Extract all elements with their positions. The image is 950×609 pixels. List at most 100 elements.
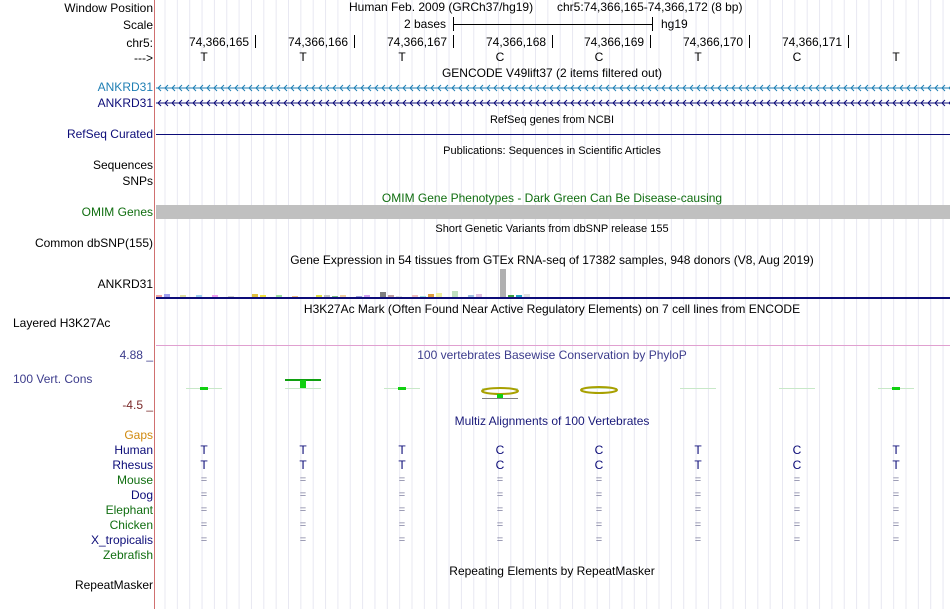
species-label[interactable]: Elephant [105, 503, 153, 517]
strand-chevron [941, 84, 946, 92]
strand-chevron [192, 84, 197, 92]
repeatmasker-label[interactable]: RepeatMasker [74, 578, 153, 592]
gtex-tissue-bar[interactable] [468, 295, 474, 297]
gtex-tissue-bar[interactable] [388, 295, 394, 297]
alignment-gap-symbol: = [200, 534, 208, 546]
gtex-tissue-bar[interactable] [356, 296, 362, 297]
coordinate-tick [354, 35, 355, 48]
strand-chevron [766, 84, 771, 92]
phylop-score-bar[interactable] [892, 387, 900, 390]
strand-chevron [766, 99, 771, 107]
strand-chevron [178, 84, 183, 92]
strand-chevron [570, 99, 575, 107]
strand-chevron [339, 84, 344, 92]
strand-chevron [234, 99, 239, 107]
gtex-tissue-bar[interactable] [324, 295, 330, 297]
strand-chevron [248, 99, 253, 107]
gtex-tissue-bar[interactable] [196, 295, 202, 297]
gencode-item-1-gene[interactable] [156, 82, 950, 94]
phylop-track-title[interactable]: 100 vertebrates Basewise Conservation by… [417, 348, 687, 362]
strand-chevron [654, 84, 659, 92]
gtex-track-title[interactable]: Gene Expression in 54 tissues from GTEx … [290, 253, 814, 267]
coordinate-label: 74,366,168 [486, 35, 547, 49]
repeatmasker-track-title[interactable]: Repeating Elements by RepeatMasker [449, 564, 655, 578]
gtex-tissue-bar[interactable] [316, 295, 322, 297]
gtex-tissue-bar[interactable] [508, 295, 514, 297]
gencode-item-2-gene[interactable] [156, 97, 950, 109]
species-label[interactable]: Human [114, 443, 153, 457]
gtex-tissue-bar[interactable] [380, 292, 386, 297]
gtex-tissue-bar[interactable] [420, 296, 426, 297]
gtex-tissue-bar[interactable] [292, 296, 298, 297]
gtex-tissue-bar[interactable] [364, 295, 370, 297]
gtex-tissue-bar[interactable] [260, 295, 266, 297]
strand-chevron [325, 84, 330, 92]
species-label[interactable]: Mouse [116, 473, 153, 487]
gtex-tissue-bar[interactable] [436, 293, 442, 297]
sequences-label[interactable]: Sequences [92, 158, 153, 172]
gtex-tissue-bar[interactable] [180, 295, 186, 297]
gtex-tissue-bar[interactable] [476, 294, 482, 297]
gtex-tissue-bar[interactable] [500, 269, 506, 297]
gtex-tissue-bar[interactable] [228, 296, 234, 297]
phylop-label[interactable]: 100 Vert. Cons [13, 372, 93, 386]
omim-label[interactable]: OMIM Genes [81, 205, 153, 219]
strand-chevron [458, 99, 463, 107]
h3k27ac-label[interactable]: Layered H3K27Ac [13, 316, 111, 330]
omim-feature-bar[interactable] [156, 205, 950, 219]
gtex-expression-bars[interactable] [156, 268, 536, 298]
phylop-signal[interactable] [156, 370, 950, 406]
phylop-score-bar[interactable] [300, 380, 306, 388]
gtex-tissue-bar[interactable] [428, 294, 434, 297]
strand-chevron [556, 84, 561, 92]
species-label[interactable]: Rhesus [112, 458, 153, 472]
gencode-item-2-label[interactable]: ANKRD31 [97, 96, 153, 110]
gtex-tissue-bar[interactable] [164, 294, 170, 297]
strand-chevron [815, 84, 820, 92]
gtex-tissue-bar[interactable] [524, 294, 530, 297]
strand-chevron [899, 84, 904, 92]
gtex-tissue-bar[interactable] [252, 294, 258, 297]
publications-track-title[interactable]: Publications: Sequences in Scientific Ar… [443, 145, 661, 157]
omim-track-title[interactable]: OMIM Gene Phenotypes - Dark Green Can Be… [381, 191, 723, 205]
gtex-tissue-bar[interactable] [276, 295, 282, 297]
phylop-baseline-segment[interactable] [779, 388, 815, 389]
phylop-score-bar[interactable] [398, 387, 406, 390]
species-label[interactable]: X_tropicalis [90, 533, 153, 547]
phylop-baseline-segment[interactable] [680, 388, 716, 389]
refseq-track-title[interactable]: RefSeq genes from NCBI [489, 114, 615, 126]
dbsnp-label[interactable]: Common dbSNP(155) [34, 236, 153, 250]
strand-chevron [549, 84, 554, 92]
refseq-gene-line[interactable] [156, 134, 950, 135]
position-text[interactable]: chr5:74,366,165-74,366,172 (8 bp) [557, 0, 743, 14]
gtex-label[interactable]: ANKRD31 [97, 277, 153, 291]
species-label[interactable]: Chicken [109, 518, 153, 532]
gtex-tissue-bar[interactable] [412, 295, 418, 297]
alignment-gap-symbol: = [793, 534, 801, 546]
h3k27ac-track-title[interactable]: H3K27Ac Mark (Often Found Near Active Re… [303, 302, 801, 316]
phylop-baseline-segment[interactable] [581, 388, 617, 389]
phylop-baseline-segment[interactable] [285, 388, 321, 389]
gtex-tissue-bar[interactable] [212, 295, 218, 297]
gencode-item-1-label[interactable]: ANKRD31 [97, 80, 153, 94]
strand-chevron [353, 99, 358, 107]
gtex-tissue-bar[interactable] [340, 295, 346, 297]
gtex-tissue-bar[interactable] [332, 296, 338, 297]
strand-chevron [885, 99, 890, 107]
phylop-score-bar[interactable] [497, 394, 503, 398]
strand-chevron [941, 99, 946, 107]
gtex-tissue-bar[interactable] [156, 295, 162, 297]
phylop-score-bar[interactable] [200, 387, 208, 390]
multiz-track-title[interactable]: Multiz Alignments of 100 Vertebrates [454, 414, 650, 428]
gencode-track-title[interactable]: GENCODE V49lift37 (2 items filtered out) [441, 66, 663, 80]
gtex-tissue-bar[interactable] [516, 295, 522, 297]
gtex-tissue-bar[interactable] [396, 296, 402, 297]
species-label[interactable]: Zebrafish [102, 548, 153, 562]
dbsnp-track-title[interactable]: Short Genetic Variants from dbSNP releas… [435, 223, 669, 235]
gtex-tissue-bar[interactable] [452, 291, 458, 297]
snps-label[interactable]: SNPs [122, 174, 153, 188]
phylop-negative-line[interactable] [482, 398, 518, 399]
species-label[interactable]: Dog [130, 488, 153, 502]
strand-chevron [934, 99, 939, 107]
refseq-label[interactable]: RefSeq Curated [66, 127, 153, 141]
